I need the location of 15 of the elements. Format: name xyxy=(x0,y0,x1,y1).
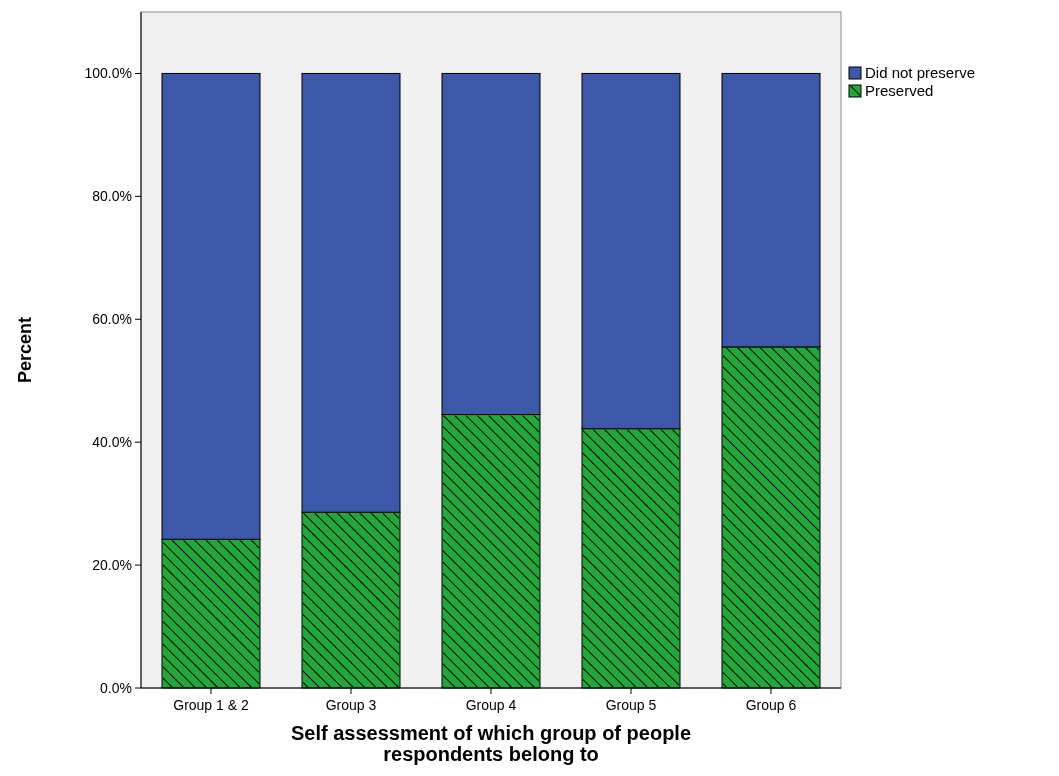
y-tick-label: 20.0% xyxy=(92,556,132,573)
x-tick-label: Group 5 xyxy=(605,697,657,713)
y-tick-label: 40.0% xyxy=(92,434,132,451)
y-tick-label: 100.0% xyxy=(84,65,132,82)
x-tick-label: Group 3 xyxy=(325,697,377,713)
legend-label: Preserved xyxy=(865,82,934,99)
x-tick-label: Group 4 xyxy=(465,697,517,713)
x-axis-title: Self assessment of which group of people respondents belong to xyxy=(290,722,692,765)
y-tick-label: 60.0% xyxy=(92,311,132,328)
x-tick-label: Group 6 xyxy=(745,697,797,713)
y-tick-label: 0.0% xyxy=(100,679,132,696)
legend-label: Did not preserve xyxy=(865,64,976,81)
y-tick-label: 80.0% xyxy=(92,188,132,205)
y-axis-title: Percent xyxy=(15,316,35,384)
x-tick-label: Group 1 & 2 xyxy=(173,697,249,713)
